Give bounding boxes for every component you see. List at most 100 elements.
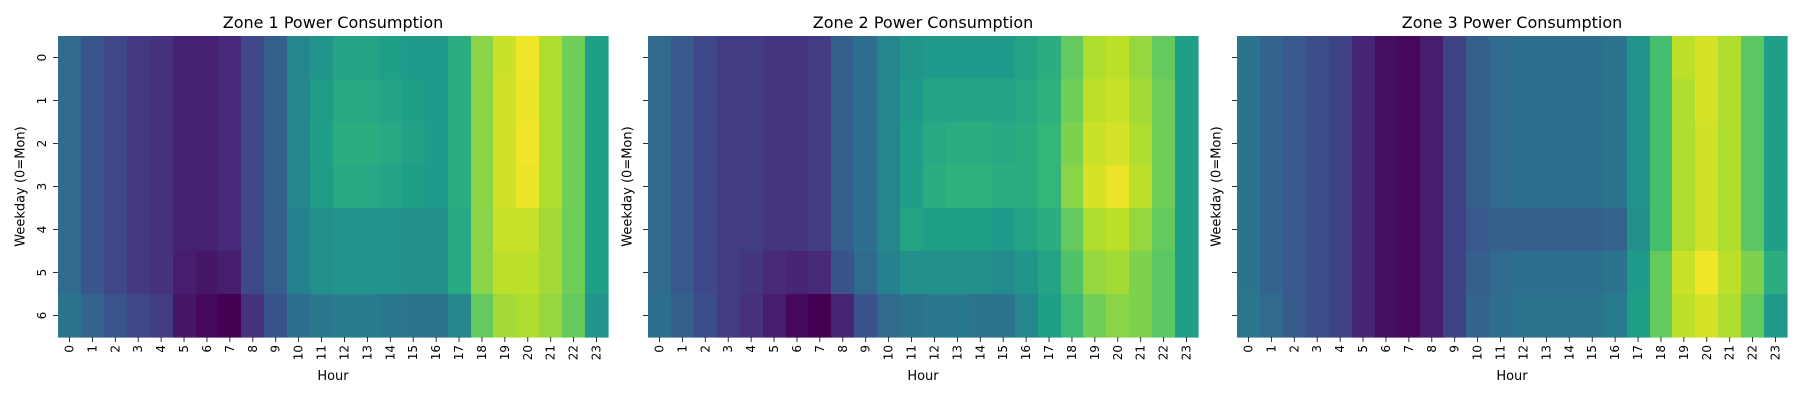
heatmap-cell bbox=[648, 122, 672, 166]
heatmap-cell bbox=[1237, 36, 1261, 80]
heatmap-cell bbox=[763, 79, 787, 123]
heatmap-cell bbox=[173, 122, 197, 166]
heatmap-cell bbox=[1764, 122, 1788, 166]
heatmap-cell bbox=[104, 79, 128, 123]
heatmap-cell bbox=[1741, 294, 1765, 338]
heatmap-cell bbox=[1397, 208, 1421, 252]
heatmap-cell bbox=[1420, 165, 1444, 209]
heatmap-cell bbox=[900, 79, 924, 123]
x-tick-label: 13 bbox=[360, 345, 374, 360]
heatmap-cell bbox=[1152, 208, 1176, 252]
heatmap-cell bbox=[854, 165, 878, 209]
heatmap-cell bbox=[1352, 251, 1376, 295]
y-axis-label: Weekday (0=Mon) bbox=[1210, 126, 1225, 246]
heatmap-cell bbox=[763, 294, 787, 338]
heatmap-cell bbox=[1237, 122, 1261, 166]
heatmap-cell bbox=[1558, 251, 1582, 295]
heatmap-cell bbox=[1083, 122, 1107, 166]
heatmap-cell bbox=[356, 208, 380, 252]
heatmap-cell bbox=[539, 79, 563, 123]
heatmap-cell bbox=[1015, 208, 1039, 252]
heatmap-cell bbox=[81, 165, 105, 209]
heatmap-cell bbox=[717, 208, 741, 252]
heatmap-cell bbox=[1061, 208, 1084, 252]
heatmap-cell bbox=[1650, 251, 1673, 295]
heatmap-cell bbox=[786, 294, 809, 338]
heatmap-cell bbox=[1512, 208, 1536, 252]
heatmap-cell bbox=[1260, 251, 1284, 295]
heatmap-cell bbox=[1604, 36, 1628, 80]
heatmap-cell bbox=[717, 165, 741, 209]
heatmap-cell bbox=[150, 122, 174, 166]
heatmap-cell bbox=[1695, 208, 1719, 252]
heatmap-cell bbox=[562, 294, 586, 338]
x-tick-label: 9 bbox=[269, 345, 283, 353]
heatmap-cell bbox=[585, 208, 609, 252]
heatmap-cell bbox=[1375, 165, 1398, 209]
heatmap-cell bbox=[1489, 79, 1513, 123]
heatmap-cell bbox=[402, 294, 426, 338]
heatmap-cell bbox=[264, 122, 288, 166]
heatmap-cell bbox=[1650, 79, 1673, 123]
heatmap-cell bbox=[516, 251, 540, 295]
heatmap-cell bbox=[1535, 208, 1559, 252]
heatmap-cell bbox=[241, 36, 265, 80]
heatmap-cell bbox=[1329, 122, 1353, 166]
heatmap-cell bbox=[127, 251, 151, 295]
heatmap-cell bbox=[1152, 79, 1176, 123]
heatmap-cell bbox=[81, 36, 105, 80]
heatmap-cell bbox=[740, 294, 764, 338]
heatmap-cell bbox=[1306, 251, 1330, 295]
heatmap-cell bbox=[379, 79, 403, 123]
heatmap-cell bbox=[877, 251, 901, 295]
heatmap-cell bbox=[264, 251, 288, 295]
x-tick-label: 21 bbox=[544, 345, 558, 360]
heatmap-cell bbox=[1237, 208, 1261, 252]
heatmap-cell bbox=[1352, 36, 1376, 80]
heatmap-cell bbox=[196, 294, 219, 338]
x-tick-label: 7 bbox=[813, 345, 827, 353]
heatmap-cell bbox=[1581, 251, 1605, 295]
heatmap-cell bbox=[493, 122, 517, 166]
heatmap-cell bbox=[196, 251, 219, 295]
x-tick-label: 17 bbox=[452, 345, 466, 360]
heatmap-cell bbox=[471, 208, 494, 252]
heatmap-cell bbox=[1015, 79, 1039, 123]
heatmap-cell bbox=[1420, 36, 1444, 80]
heatmap-cell bbox=[923, 79, 947, 123]
heatmap-cell bbox=[808, 36, 832, 80]
heatmap-cell bbox=[1718, 294, 1742, 338]
heatmap-cell bbox=[877, 294, 901, 338]
x-tick-label: 1 bbox=[85, 345, 99, 353]
heatmap-cell bbox=[969, 36, 993, 80]
heatmap-cell bbox=[1397, 294, 1421, 338]
heatmap-cell bbox=[448, 122, 472, 166]
heatmap-cell bbox=[717, 36, 741, 80]
x-tick-label: 11 bbox=[905, 345, 919, 360]
heatmap-cell bbox=[218, 294, 242, 338]
heatmap-cell bbox=[694, 122, 718, 166]
heatmap-cell bbox=[1535, 79, 1559, 123]
heatmap-cell bbox=[1558, 122, 1582, 166]
heatmap-cell bbox=[854, 122, 878, 166]
heatmap-cell bbox=[1083, 208, 1107, 252]
heatmap-cell bbox=[356, 36, 380, 80]
heatmap-cell bbox=[969, 294, 993, 338]
heatmap-cell bbox=[1260, 165, 1284, 209]
heatmap-cell bbox=[241, 208, 265, 252]
heatmap-cell bbox=[1718, 79, 1742, 123]
heatmap-cell bbox=[992, 122, 1016, 166]
heatmap-cell bbox=[1038, 294, 1062, 338]
heatmap-cell bbox=[1352, 165, 1376, 209]
heatmap-cell bbox=[1106, 208, 1130, 252]
heatmap-cell bbox=[717, 122, 741, 166]
heatmap-cell bbox=[150, 208, 174, 252]
heatmap-cell bbox=[1283, 122, 1307, 166]
heatmap-cell bbox=[1106, 122, 1130, 166]
heatmap-cell bbox=[379, 251, 403, 295]
heatmap-cell bbox=[104, 122, 128, 166]
heatmap-cell bbox=[1175, 165, 1199, 209]
x-tick-label: 8 bbox=[836, 345, 850, 353]
heatmap-cell bbox=[1038, 79, 1062, 123]
